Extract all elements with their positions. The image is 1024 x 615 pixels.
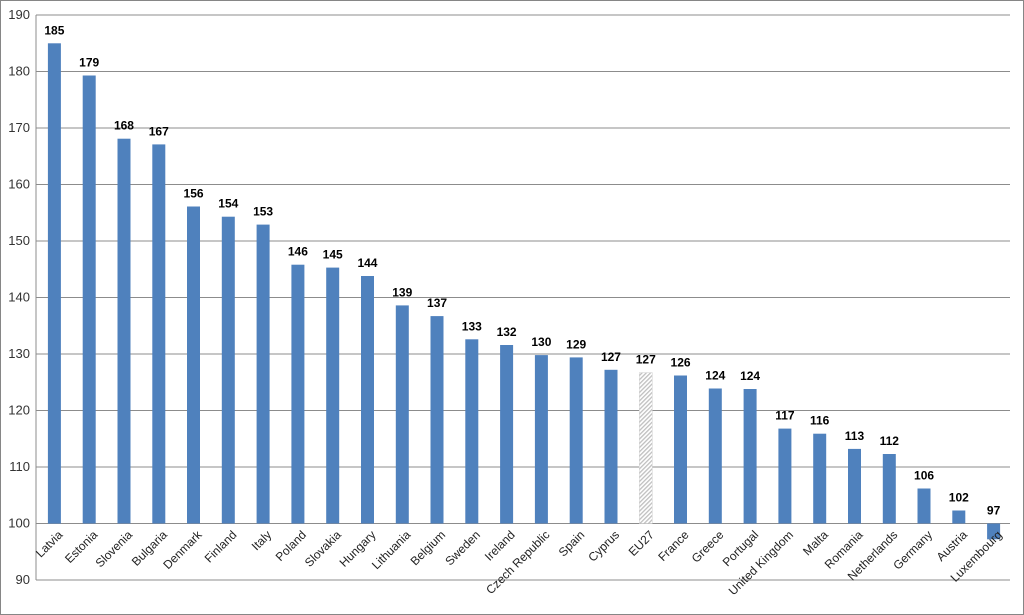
- y-tick-label: 100: [8, 516, 30, 531]
- category-label: Belgium: [408, 528, 449, 569]
- bar-slovenia: [117, 138, 131, 524]
- category-label: Latvia: [33, 527, 66, 560]
- bar-romania: [848, 448, 861, 524]
- data-label: 102: [949, 491, 969, 505]
- category-label: United Kingdom: [726, 528, 796, 598]
- data-label: 179: [79, 56, 99, 70]
- data-label: 124: [705, 369, 725, 383]
- category-label: Spain: [556, 528, 588, 560]
- data-label: 127: [601, 350, 621, 364]
- bar-hungary: [361, 276, 374, 524]
- data-label: 146: [288, 245, 308, 259]
- category-label: France: [655, 527, 692, 564]
- bar-austria: [952, 510, 966, 524]
- bar-italy: [256, 224, 270, 524]
- data-label: 153: [253, 205, 273, 219]
- bar-estonia: [82, 75, 96, 524]
- bar-cyprus: [604, 369, 618, 524]
- category-label: EU27: [626, 528, 657, 559]
- category-label: Lithuania: [369, 527, 414, 572]
- y-tick-label: 170: [8, 120, 30, 135]
- data-label: 106: [914, 469, 934, 483]
- y-tick-label: 180: [8, 64, 30, 79]
- data-label: 124: [740, 369, 760, 383]
- data-label: 154: [218, 197, 238, 211]
- data-label: 130: [531, 335, 551, 349]
- bar-portugal: [743, 389, 757, 524]
- bar-greece: [708, 388, 722, 524]
- y-tick-label: 140: [8, 290, 30, 305]
- category-labels: LatviaEstoniaSloveniaBulgariaDenmarkFinl…: [33, 527, 1005, 598]
- data-label: 112: [880, 434, 900, 448]
- bar-eu27: [639, 372, 653, 524]
- bar-belgium: [430, 316, 444, 524]
- bar-latvia: [47, 43, 61, 524]
- bar-germany: [917, 488, 931, 524]
- bar-luxembourg: [987, 523, 1001, 540]
- data-label: 97: [987, 504, 1001, 518]
- bar-netherlands: [882, 454, 896, 524]
- data-label: 168: [114, 119, 134, 133]
- data-label: 185: [44, 23, 64, 37]
- y-tick-label: 150: [8, 233, 30, 248]
- data-label: 113: [845, 429, 865, 443]
- data-label: 127: [636, 353, 656, 367]
- data-label: 137: [427, 296, 447, 310]
- bar-finland: [221, 216, 235, 524]
- data-label: 156: [184, 187, 204, 201]
- bar-bulgaria: [152, 144, 166, 524]
- bars: [47, 43, 1001, 540]
- data-label: 126: [671, 356, 691, 370]
- bar-ireland: [500, 345, 514, 524]
- bar-spain: [569, 357, 583, 524]
- bar-czech-republic: [534, 355, 548, 524]
- y-tick-label: 90: [16, 572, 30, 587]
- data-label: 145: [323, 248, 343, 262]
- data-label: 133: [462, 319, 482, 333]
- data-label: 132: [497, 325, 517, 339]
- y-tick-label: 160: [8, 177, 30, 192]
- category-label: Sweden: [442, 528, 483, 569]
- category-label: Malta: [800, 527, 831, 558]
- y-tick-label: 130: [8, 346, 30, 361]
- gridlines: [36, 14, 1010, 581]
- data-labels: 185 179 168 167 156 154 153 146 145 144 139 137 133 1…: [44, 23, 1000, 517]
- bar-poland: [291, 264, 305, 524]
- data-label: 167: [149, 124, 169, 138]
- y-tick-label: 110: [9, 459, 30, 474]
- bar-france: [674, 375, 687, 524]
- data-label: 139: [392, 285, 412, 299]
- bar-united-kingdom: [778, 428, 792, 524]
- data-label: 116: [810, 414, 830, 428]
- bar-malta: [813, 433, 827, 524]
- bar-lithuania: [395, 305, 409, 524]
- bar-denmark: [187, 206, 200, 524]
- category-label: Cyprus: [585, 528, 622, 565]
- category-label: Slovakia: [302, 527, 344, 569]
- y-tick-label: 190: [8, 7, 30, 22]
- category-label: Slovenia: [93, 527, 136, 570]
- y-axis-tick-labels: 90 100 110 120 130 140 150 160 170 180 190: [8, 7, 30, 587]
- category-label: Finland: [202, 528, 240, 566]
- data-label: 144: [357, 256, 377, 270]
- bar-sweden: [465, 339, 479, 524]
- category-label: Czech Republic: [483, 528, 552, 597]
- y-tick-label: 120: [8, 403, 30, 418]
- bar-slovakia: [326, 267, 340, 524]
- category-label: Denmark: [160, 527, 205, 572]
- data-label: 129: [566, 337, 586, 351]
- category-label: Italy: [249, 528, 274, 553]
- data-label: 117: [775, 409, 795, 423]
